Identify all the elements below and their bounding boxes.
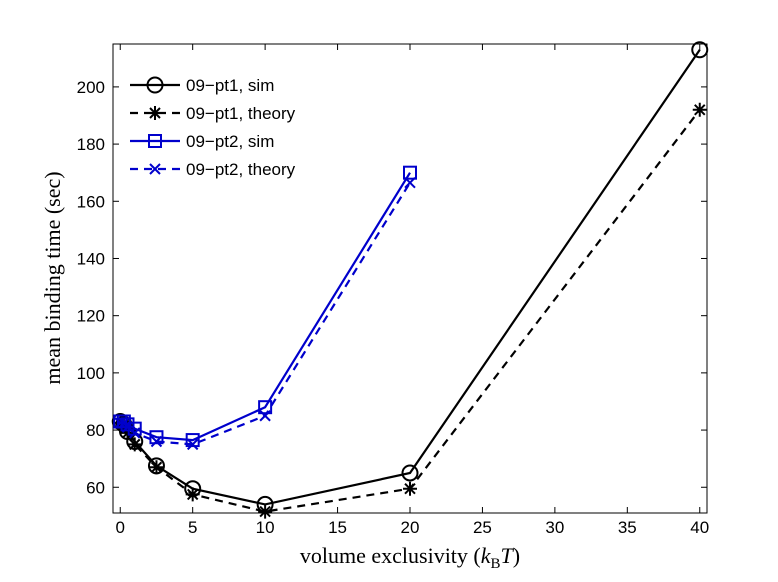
data-point (403, 481, 417, 496)
data-point (150, 435, 163, 448)
data-point (403, 165, 417, 180)
series-layer (111, 41, 709, 519)
x-tick-label: 25 (473, 518, 492, 537)
legend-marker (148, 134, 162, 148)
y-tick-label: 80 (86, 421, 105, 440)
legend-label: 09−pt1, theory (186, 104, 296, 123)
data-point (259, 410, 271, 422)
data-point (127, 437, 142, 452)
data-point (149, 460, 164, 475)
data-point (185, 433, 200, 448)
x-tick-label: 20 (401, 518, 420, 537)
y-tick-label: 100 (77, 364, 105, 383)
data-point (149, 430, 164, 445)
data-point (404, 176, 416, 189)
x-axis-title: volume exclusivity (kBT) (300, 543, 520, 572)
y-axis-title: mean binding time (sec) (40, 171, 65, 384)
data-point (258, 400, 273, 415)
legend-label: 09−pt2, theory (186, 160, 296, 179)
x-tick-label: 30 (545, 518, 564, 537)
y-tick-label: 120 (77, 307, 105, 326)
data-point (401, 464, 419, 482)
y-tick-label: 60 (86, 478, 105, 497)
x-tick-label: 5 (188, 518, 197, 537)
legend-label: 09−pt2, sim (186, 132, 274, 151)
data-point (185, 487, 200, 502)
legend-label: 09−pt1, sim (186, 76, 274, 95)
axis-ticks: 0 5 10 15 20 25 30 35 40 60 80 100 120 140 160 180 200 (77, 44, 709, 537)
legend-marker (149, 163, 161, 175)
data-point (258, 504, 273, 519)
y-tick-label: 200 (77, 78, 105, 97)
x-tick-label: 15 (328, 518, 347, 537)
legend-marker (148, 106, 162, 120)
x-tick-label: 0 (116, 518, 125, 537)
y-tick-label: 160 (77, 192, 105, 211)
legend-item: 09−pt1, sim (130, 76, 274, 95)
data-point (120, 425, 135, 440)
x-tick-label: 35 (618, 518, 637, 537)
legend-marker (146, 76, 164, 94)
data-point (691, 41, 709, 59)
y-tick-label: 180 (77, 135, 105, 154)
legend: 09−pt1, sim 09−pt1, theory 09−pt2, sim 09−p… (123, 66, 335, 194)
series-4 (114, 176, 416, 451)
legend-item: 09−pt1, theory (130, 104, 296, 123)
legend-item: 09−pt2, sim (130, 132, 274, 151)
x-tick-label: 40 (690, 518, 709, 537)
x-tick-label: 10 (256, 518, 275, 537)
legend-item: 09−pt2, theory (130, 160, 296, 179)
data-point (186, 438, 199, 451)
y-tick-label: 140 (77, 249, 105, 268)
data-point (692, 102, 707, 117)
data-point (129, 427, 141, 439)
data-point (114, 417, 126, 429)
data-point (121, 421, 134, 433)
